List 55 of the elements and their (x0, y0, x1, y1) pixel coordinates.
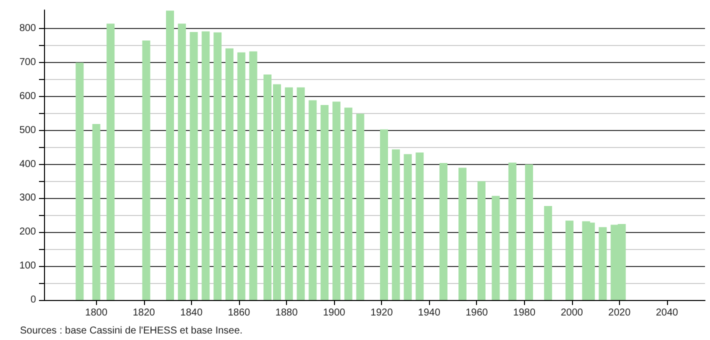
y-tick-label: 600 (19, 90, 36, 102)
bar (202, 31, 210, 300)
x-tick-label: 2040 (656, 308, 679, 318)
y-tick-label: 300 (19, 192, 36, 204)
source-note: Sources : base Cassini de l'EHESS et base Insee. (20, 326, 243, 336)
y-tick-label: 400 (19, 158, 36, 170)
bar (458, 168, 466, 300)
bar (320, 104, 329, 300)
x-tick-label: 1920 (370, 308, 394, 318)
bar (492, 196, 500, 300)
bar (190, 32, 198, 300)
x-tick-label: 2000 (560, 308, 584, 318)
bar (142, 40, 150, 300)
bar (344, 108, 352, 300)
y-tick-label: 100 (19, 260, 36, 272)
bar (225, 48, 234, 300)
bar (477, 181, 486, 300)
x-tick-label: 1840 (180, 308, 203, 318)
bar (249, 51, 258, 300)
y-tick-label: 800 (19, 23, 36, 34)
x-tick-label: 1800 (85, 308, 108, 318)
y-tick-label: 700 (19, 57, 36, 68)
bar (508, 162, 516, 300)
y-tick-label: 0 (30, 294, 36, 306)
bar (76, 62, 84, 300)
bar (284, 87, 293, 300)
bar (332, 102, 340, 300)
x-tick-label: 1900 (322, 308, 346, 318)
x-tick-label: 1860 (228, 308, 251, 318)
bar (178, 24, 186, 300)
x-tick-label: 1940 (418, 308, 441, 318)
bar (308, 100, 317, 300)
x-tick-label: 2020 (608, 308, 631, 318)
bar (92, 124, 100, 300)
bar (214, 32, 222, 300)
bar (392, 149, 400, 300)
bar (237, 52, 246, 300)
x-tick-label: 1820 (132, 308, 156, 318)
y-tick-label: 500 (19, 124, 36, 136)
x-tick-label: 1960 (466, 308, 488, 318)
bar (525, 164, 534, 300)
bar (416, 152, 424, 300)
x-tick-label: 1880 (275, 308, 298, 318)
bar (598, 227, 607, 300)
bar (106, 24, 115, 300)
y-tick-label: 200 (19, 226, 36, 238)
bar (439, 162, 448, 300)
bar (166, 10, 174, 300)
bar (380, 129, 388, 300)
bar (544, 206, 552, 300)
bar (404, 154, 412, 300)
bar (565, 220, 574, 300)
bar (356, 114, 364, 300)
bar (296, 87, 305, 300)
x-tick-label: 1980 (513, 308, 536, 318)
